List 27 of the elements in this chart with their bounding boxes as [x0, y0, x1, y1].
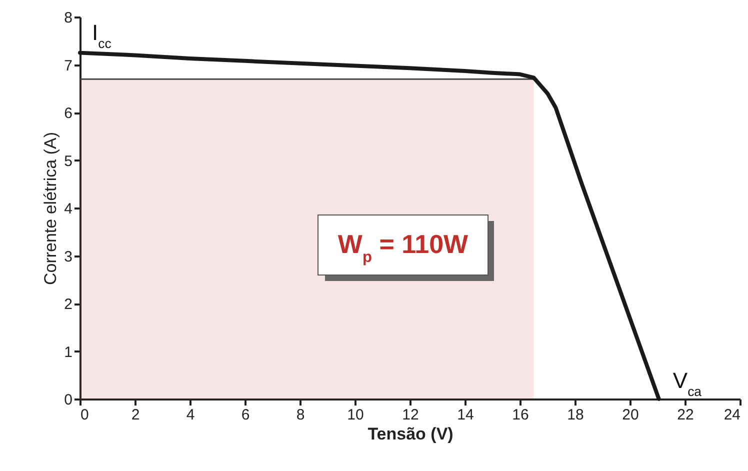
y-tick-label: 6: [64, 105, 72, 122]
x-tick-label: 8: [296, 406, 305, 424]
annotation: W$_{p}$ = 110W: [338, 229, 469, 266]
y-tick-label: 2: [64, 296, 72, 313]
x-tick-label: 16: [512, 406, 529, 424]
x-tick-label: 0: [80, 406, 89, 424]
x-tick-label: 10: [347, 406, 364, 424]
y-tick-label: 0: [64, 392, 72, 408]
x-tick-label: 18: [567, 406, 584, 424]
annotation: I$_{cc}$: [92, 20, 112, 50]
annotation: V$_{ca}$: [672, 368, 702, 398]
x-tick-label: 22: [677, 406, 694, 424]
x-tick-label: 6: [241, 406, 250, 424]
x-axis-title: Tensão (V): [368, 424, 454, 444]
y-tick-label: 7: [64, 57, 72, 74]
y-axis-title: Corrente elétrica (A): [41, 132, 60, 286]
x-tick-label: 2: [131, 406, 140, 424]
x-tick-label: 14: [457, 406, 474, 424]
x-tick-label: 24: [724, 406, 740, 424]
x-tick-label: 12: [402, 406, 419, 424]
x-tick-label: 4: [186, 406, 195, 424]
y-tick-label: 1: [64, 344, 72, 361]
y-tick-label: 4: [64, 200, 72, 218]
y-tick-label: 3: [64, 248, 72, 266]
y-tick-label: 8: [64, 10, 72, 26]
y-tick-label: 5: [64, 152, 72, 170]
x-tick-label: 20: [622, 406, 639, 424]
